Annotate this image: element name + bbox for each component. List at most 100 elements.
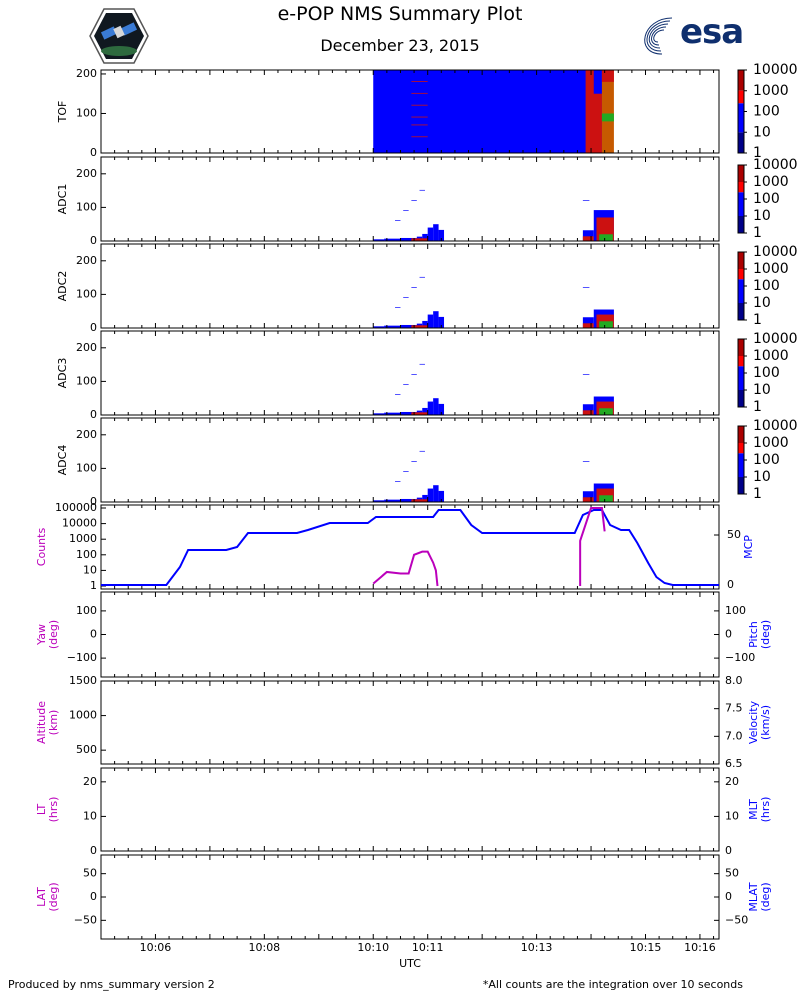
y-tick-label-right: −50 (725, 913, 748, 926)
y-axis-label: Yaw(deg) (35, 620, 60, 649)
spectrogram-block (403, 384, 409, 385)
spectrogram-block (411, 374, 417, 375)
spectrogram-block (422, 407, 428, 415)
spectrogram-block (403, 210, 409, 211)
page-title: e-POP NMS Summary Plot (277, 3, 523, 25)
spectrogram-block (419, 363, 425, 365)
colorbar-segment (738, 216, 744, 233)
x-tick-label: 10:10 (357, 941, 389, 954)
y-tick-label-right: 50 (725, 867, 739, 880)
spectrogram-block (373, 413, 385, 415)
panel-frame (100, 854, 720, 940)
spectrogram-block (582, 287, 590, 288)
counts-line (372, 550, 439, 587)
colorbar-tick-label: 10 (753, 208, 771, 224)
colorbar-segment (738, 390, 744, 407)
y-tick-label: 0 (90, 628, 97, 641)
colorbar-segment (738, 252, 744, 269)
colorbar-tick-label: 1 (753, 399, 762, 415)
spectrogram-block (433, 485, 439, 502)
spectrogram-block (599, 234, 613, 241)
colorbar-segment (738, 443, 744, 454)
y-tick-label-right: 7.5 (725, 702, 743, 715)
x-tick-label: 10:08 (248, 941, 280, 954)
y-tick-label-right: 50 (727, 528, 741, 541)
spectrogram-block (384, 325, 401, 328)
spectrogram-frame (100, 156, 720, 242)
spectrogram-block (373, 500, 385, 502)
spectrogram-block (582, 461, 590, 462)
y-tick-label-right: 7.0 (725, 729, 743, 742)
y-tick-label: 200 (76, 167, 97, 180)
esa-swirl-icon (644, 17, 673, 55)
y-tick-label-right: 100 (725, 604, 746, 617)
colorbar-tick-label: 1 (753, 312, 762, 328)
spectrogram-block (582, 404, 594, 415)
spectrogram-block (422, 494, 428, 502)
y-axis-label: LAT(deg) (35, 882, 60, 911)
spectrogram-block (422, 233, 428, 241)
y-tick-label: 100 (76, 548, 97, 561)
y-axis-label-right: MLT(hrs) (747, 797, 772, 823)
colorbar-tick-label: 10000 (753, 244, 798, 260)
colorbar-segment (738, 339, 744, 356)
colorbar-segment (738, 70, 744, 91)
colorbar-tick-label: 1000 (753, 348, 789, 364)
colorbar-tick-label: 100 (753, 452, 780, 468)
spectrogram-block (400, 324, 417, 328)
spectrogram-block (433, 311, 439, 328)
y-axis-label: TOF (56, 101, 69, 124)
y-tick-label: −100 (67, 651, 97, 664)
colorbar-segment (738, 103, 744, 133)
mcp-line (101, 509, 719, 586)
spectrogram-block (427, 227, 434, 241)
y-tick-label: 0 (90, 844, 97, 857)
spectrogram-block (403, 471, 409, 472)
spectrogram-block (373, 70, 602, 153)
spectrogram-block (599, 321, 613, 328)
colorbar-segment (738, 90, 744, 104)
spectrogram-block (411, 81, 428, 82)
spectrogram-block (601, 70, 614, 153)
spectrogram-block (419, 450, 425, 452)
spectrogram-block (411, 412, 428, 415)
spectrogram-block (411, 116, 428, 118)
colorbar-segment (738, 182, 744, 193)
footer-version-note: Produced by nms_summary version 2 (8, 978, 215, 991)
spectrogram-block (400, 237, 417, 241)
spectrogram-block (422, 320, 428, 328)
y-tick-label-right: 8.0 (725, 674, 743, 687)
footer-integration-note: *All counts are the integration over 10 … (482, 978, 743, 991)
x-tick-label: 10:16 (684, 941, 716, 954)
colorbar-tick-label: 1000 (753, 174, 789, 190)
y-tick-label-right: 0 (725, 890, 732, 903)
colorbar-tick-label: 100 (753, 365, 780, 381)
colorbar-tick-label: 100 (753, 104, 780, 120)
y-axis-label: ADC2 (56, 271, 69, 302)
colorbar-tick-label: 1000 (753, 83, 789, 99)
spectrogram-block (582, 410, 594, 415)
spectrogram-block (427, 314, 434, 328)
spectrogram-block (438, 229, 445, 241)
spectrogram-block (601, 70, 614, 82)
y-tick-label: 0 (90, 321, 97, 334)
spectrogram-block (438, 316, 445, 328)
spectrogram-block (411, 238, 428, 241)
spectrogram-block (419, 276, 425, 278)
y-tick-label: 10 (83, 563, 97, 576)
y-tick-label: 100 (76, 287, 97, 300)
y-axis-label: ADC3 (56, 358, 69, 389)
panel-frame (100, 591, 720, 678)
spectrogram-block (411, 325, 428, 328)
y-tick-label-right: 0 (725, 628, 732, 641)
spectrogram-block (599, 408, 613, 415)
spectrogram-block (582, 497, 594, 502)
colorbar-segment (738, 192, 744, 216)
spectrogram-block (400, 411, 417, 415)
spectrogram-block (411, 124, 428, 126)
spectrogram-block (384, 499, 401, 502)
spectrogram-block (411, 461, 417, 462)
y-tick-label: 10 (83, 809, 97, 822)
spectrogram-block (427, 401, 434, 415)
colorbar-tick-label: 1 (753, 486, 762, 502)
